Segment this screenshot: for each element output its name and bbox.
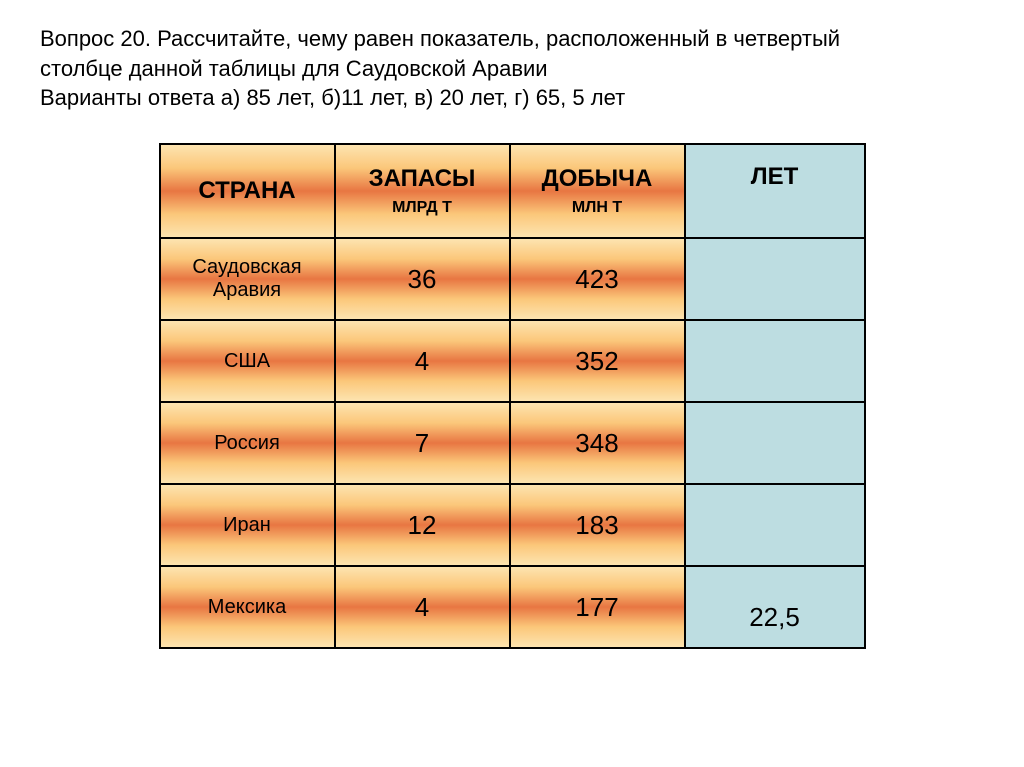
cell-country: Мексика [160,566,335,648]
question-line-2: столбце данной таблицы для Саудовской Ар… [40,56,548,81]
header-country-label: СТРАНА [179,177,316,205]
cell-country: США [160,320,335,402]
header-reserves: ЗАПАСЫ МЛРД Т [335,144,510,238]
table-row: Мексика 4 177 22,5 [160,566,865,648]
cell-production: 423 [510,238,685,320]
header-reserves-unit: МЛРД Т [354,199,491,217]
header-production: ДОБЫЧА МЛН Т [510,144,685,238]
data-table: СТРАНА ЗАПАСЫ МЛРД Т ДОБЫЧА МЛН Т ЛЕТ Са… [159,143,866,649]
table-row: Россия 7 348 [160,402,865,484]
header-years-label: ЛЕТ [751,163,799,190]
cell-reserves: 7 [335,402,510,484]
cell-years: 22,5 [685,566,865,648]
table-row: Саудовская Аравия 36 423 [160,238,865,320]
header-reserves-label: ЗАПАСЫ [354,165,491,193]
header-production-unit: МЛН Т [529,199,666,217]
question-line-1: Вопрос 20. Рассчитайте, чему равен показ… [40,26,840,51]
cell-production: 352 [510,320,685,402]
cell-years [685,238,865,320]
table-row: США 4 352 [160,320,865,402]
cell-reserves: 4 [335,320,510,402]
question-text: Вопрос 20. Рассчитайте, чему равен показ… [40,24,984,113]
cell-production: 183 [510,484,685,566]
cell-years [685,484,865,566]
table-header-row: СТРАНА ЗАПАСЫ МЛРД Т ДОБЫЧА МЛН Т ЛЕТ [160,144,865,238]
header-country: СТРАНА [160,144,335,238]
cell-country: Саудовская Аравия [160,238,335,320]
cell-production: 177 [510,566,685,648]
cell-years [685,402,865,484]
cell-reserves: 4 [335,566,510,648]
cell-country: Россия [160,402,335,484]
cell-reserves: 12 [335,484,510,566]
cell-reserves: 36 [335,238,510,320]
header-years: ЛЕТ [685,144,865,238]
cell-years [685,320,865,402]
question-line-3: Варианты ответа а) 85 лет, б)11 лет, в) … [40,85,625,110]
table-container: СТРАНА ЗАПАСЫ МЛРД Т ДОБЫЧА МЛН Т ЛЕТ Са… [40,143,984,649]
header-production-label: ДОБЫЧА [529,165,666,193]
cell-production: 348 [510,402,685,484]
table-row: Иран 12 183 [160,484,865,566]
cell-country: Иран [160,484,335,566]
